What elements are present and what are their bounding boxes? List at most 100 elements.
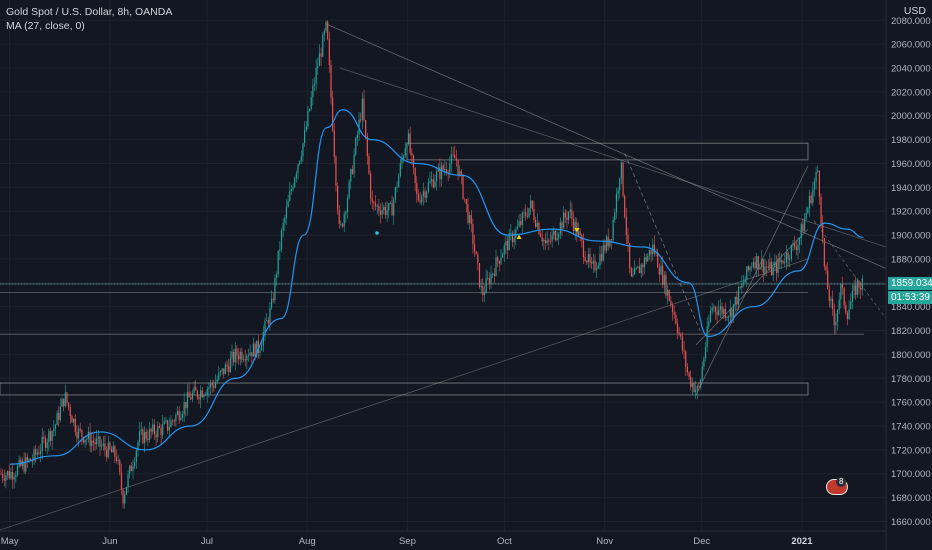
candle-body — [586, 261, 588, 263]
candle-body — [741, 283, 743, 288]
candle-body — [46, 442, 48, 448]
countdown-tag: 01:53:39 — [888, 290, 932, 304]
candle-body — [797, 244, 799, 251]
candle-body — [596, 268, 598, 271]
candle-series — [0, 20, 863, 509]
candle-body — [729, 308, 731, 317]
candle-body — [3, 478, 5, 481]
candle-body — [242, 359, 245, 361]
candle-body — [643, 257, 646, 268]
candle-body — [153, 424, 156, 435]
candle-body — [597, 265, 599, 269]
candle-body — [680, 333, 682, 337]
candle-body — [11, 471, 14, 480]
candle-body — [487, 277, 489, 279]
candle-body — [66, 392, 68, 403]
candle-body — [406, 144, 408, 149]
candle-body — [393, 200, 395, 216]
candle-body — [531, 200, 533, 209]
candle-body — [584, 257, 586, 262]
candle-body — [176, 410, 179, 415]
candle-body — [106, 449, 108, 458]
symbol-title[interactable]: Gold Spot / U.S. Dollar, 8h, OANDA — [6, 6, 173, 18]
candle-body — [642, 264, 644, 268]
candle-body — [551, 234, 553, 242]
candle-body — [678, 332, 680, 334]
candle-body — [645, 257, 647, 262]
candle-body — [165, 420, 167, 422]
candle-body — [244, 359, 246, 361]
candle-body — [454, 155, 456, 159]
candle-body — [530, 200, 532, 208]
candle-body — [714, 306, 717, 312]
candle-body — [838, 299, 840, 310]
candle-body — [231, 351, 233, 359]
candle-body — [767, 267, 769, 268]
candle-body — [315, 67, 317, 84]
candle-body — [737, 287, 740, 305]
candle-body — [450, 154, 453, 164]
candle-body — [374, 202, 377, 207]
candle-body — [716, 311, 718, 315]
price-tick-label: 2060.000 — [891, 40, 931, 51]
candle-body — [48, 431, 50, 443]
candle-body — [647, 255, 649, 262]
candle-body — [79, 428, 81, 430]
candle-body — [724, 308, 726, 318]
candle-body — [457, 160, 459, 175]
ma-indicator-label[interactable]: MA (27, close, 0) — [6, 20, 85, 32]
candle-body — [744, 279, 746, 283]
candle-body — [280, 229, 283, 250]
candle-body — [224, 364, 226, 375]
candle-body — [533, 208, 535, 220]
price-tick-label: 1900.000 — [891, 231, 931, 242]
signal-marker — [574, 228, 580, 233]
candle-body — [18, 459, 20, 466]
candle-body — [511, 232, 514, 243]
price-tick-label: 1760.000 — [891, 398, 931, 409]
candle-body — [69, 407, 71, 417]
candle-body — [419, 200, 421, 203]
time-axis[interactable]: May Jun Jul Aug Sep Oct Nov Dec 2021 — [0, 530, 886, 547]
candle-body — [353, 154, 355, 174]
candle-body — [63, 398, 65, 407]
candle-body — [700, 379, 702, 387]
candle-body — [33, 449, 35, 461]
candle-body — [13, 477, 15, 480]
candle-body — [15, 475, 17, 478]
candle-body — [337, 185, 339, 211]
candle-body — [785, 252, 787, 263]
candle-body — [198, 396, 200, 400]
candle-body — [64, 392, 66, 407]
candle-body — [510, 232, 512, 234]
candle-body — [89, 431, 91, 446]
candle-body — [162, 423, 164, 435]
currency-label[interactable]: USD — [903, 5, 926, 17]
candle-body — [145, 431, 147, 439]
candle-body — [696, 386, 698, 390]
candle-body — [96, 438, 98, 445]
candle-body — [686, 366, 688, 373]
candle-body — [292, 186, 294, 190]
candle-body — [129, 465, 131, 475]
candle-body — [477, 254, 479, 264]
candle-body — [637, 266, 639, 269]
candle-body — [828, 289, 830, 301]
candle-body — [150, 428, 152, 432]
candle-body — [196, 390, 198, 397]
signal-marker — [516, 234, 522, 239]
price-axis[interactable]: 1660.000 1680.000 1700.000 1720.000 1740.000… — [885, 0, 931, 550]
candle-body — [180, 417, 182, 420]
candle-body — [444, 168, 446, 170]
candle-body — [845, 305, 847, 314]
price-tick-label: 1840.000 — [891, 302, 931, 313]
candle-body — [708, 322, 710, 327]
candle-body — [7, 471, 9, 476]
candle-body — [81, 429, 83, 437]
candle-body — [140, 429, 142, 432]
candle-body — [836, 309, 839, 322]
candle-body — [206, 388, 208, 395]
candle-body — [488, 277, 490, 285]
candle-body — [747, 266, 750, 271]
